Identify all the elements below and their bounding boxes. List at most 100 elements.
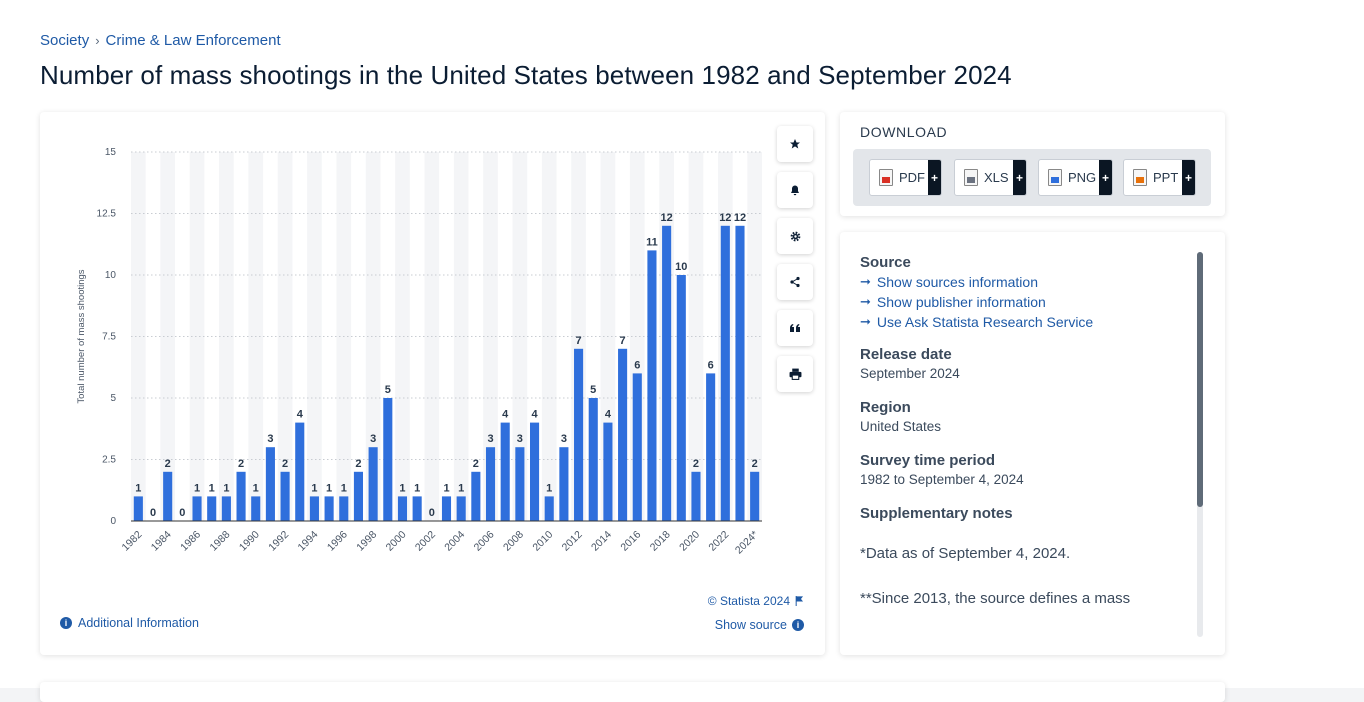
gear-icon[interactable]	[777, 218, 813, 254]
bar	[265, 447, 275, 521]
y-tick-label: 12.5	[97, 209, 117, 220]
bar	[500, 422, 510, 521]
flag-icon	[795, 596, 804, 606]
bar	[559, 447, 569, 521]
show-publisher-information-link[interactable]: ➞ Show publisher information	[860, 294, 1190, 310]
breadcrumb: Society › Crime & Law Enforcement	[40, 32, 281, 49]
show-sources-information-link[interactable]: ➞ Show sources information	[860, 274, 1190, 290]
ask-statista-link[interactable]: ➞ Use Ask Statista Research Service	[860, 314, 1190, 330]
bar	[295, 422, 305, 521]
bar	[207, 496, 217, 521]
region-heading: Region	[860, 399, 911, 416]
x-tick-label: 2024*	[733, 529, 761, 557]
bell-icon[interactable]	[777, 172, 813, 208]
additional-information-label: Additional Information	[78, 616, 199, 630]
breadcrumb-crime-law-enforcement[interactable]: Crime & Law Enforcement	[105, 32, 281, 49]
y-tick-label: 2.5	[102, 455, 116, 466]
data-label: 1	[399, 482, 405, 494]
data-label: 1	[311, 482, 317, 494]
y-tick-label: 15	[105, 147, 117, 158]
release-date-value: September 2024	[860, 366, 960, 381]
bar	[383, 398, 393, 521]
x-tick-label: 2004	[442, 529, 467, 554]
x-tick-label: 1988	[208, 529, 233, 554]
data-label: 2	[238, 458, 244, 470]
bar	[221, 496, 231, 521]
scrollbar[interactable]	[1197, 252, 1203, 637]
data-label: 1	[341, 482, 347, 494]
share-icon[interactable]	[777, 264, 813, 300]
download-pdf-label: PDF	[899, 170, 925, 185]
download-ppt-label: PPT	[1153, 170, 1179, 185]
bar	[720, 225, 730, 522]
statista-copyright[interactable]: © Statista 2024	[708, 594, 804, 608]
data-label: 11	[646, 236, 658, 248]
star-icon[interactable]	[777, 126, 813, 162]
download-ppt-button[interactable]: PPT +	[1123, 159, 1196, 196]
scrollbar-thumb[interactable]	[1197, 252, 1203, 507]
data-label: 1	[135, 482, 141, 494]
column-band	[277, 152, 293, 521]
data-label: 4	[502, 409, 509, 421]
data-label: 2	[282, 458, 288, 470]
bar	[632, 373, 642, 521]
chart-card: 0 2.5 5 7.5 10 12.5 15 Total number of mass sho…	[40, 112, 825, 655]
data-label: 3	[267, 433, 273, 445]
show-source-link[interactable]: Show source i	[715, 618, 804, 632]
bar	[471, 471, 481, 521]
show-source-label: Show source	[714, 618, 787, 632]
x-tick-label: 2022	[706, 529, 731, 554]
additional-information-link[interactable]: i Additional Information	[60, 616, 199, 630]
download-xls-button[interactable]: XLS +	[954, 159, 1027, 196]
survey-period-heading: Survey time period	[860, 452, 996, 469]
data-label: 1	[223, 482, 229, 494]
bar	[676, 275, 686, 521]
bar	[236, 471, 246, 521]
download-png-label: PNG	[1068, 170, 1097, 185]
bar	[691, 471, 701, 521]
x-tick-label: 2010	[530, 529, 555, 554]
data-label: 3	[561, 433, 567, 445]
column-band	[219, 152, 234, 521]
y-tick-label: 7.5	[102, 332, 116, 343]
print-icon[interactable]	[777, 356, 813, 392]
arrow-right-icon: ➞	[860, 294, 871, 309]
column-band	[395, 152, 410, 521]
x-tick-label: 2008	[501, 529, 526, 554]
x-tick-label: 2000	[384, 529, 409, 554]
x-tick-label: 1982	[119, 529, 144, 554]
data-label: 7	[576, 335, 582, 347]
bar	[397, 496, 408, 521]
data-label: 2	[473, 458, 479, 470]
data-label: 1	[443, 482, 449, 494]
x-tick-label: 1994	[296, 529, 321, 554]
bar	[192, 496, 202, 521]
data-label: 1	[414, 482, 420, 494]
column-band	[189, 152, 205, 521]
plus-icon: +	[1182, 160, 1195, 195]
bar	[662, 225, 672, 522]
download-card: DOWNLOAD PDF + XLS + PNG + PPT +	[840, 112, 1225, 216]
quote-icon[interactable]	[777, 310, 813, 346]
bar	[353, 471, 364, 521]
data-label: 2	[165, 458, 171, 470]
bar	[647, 250, 657, 521]
bar	[485, 447, 496, 521]
x-tick-label: 2014	[589, 529, 614, 554]
info-icon: i	[792, 619, 804, 631]
bar	[456, 496, 466, 521]
plus-icon: +	[928, 160, 941, 195]
x-tick-label: 1986	[178, 529, 203, 554]
breadcrumb-society[interactable]: Society	[40, 32, 90, 49]
bar	[251, 496, 261, 521]
bar	[706, 373, 716, 521]
download-pdf-button[interactable]: PDF +	[869, 159, 942, 196]
link-label: Show publisher information	[876, 294, 1046, 310]
bar	[412, 496, 422, 521]
x-tick-label: 1990	[237, 529, 262, 554]
bar	[574, 348, 584, 521]
y-tick-label: 5	[110, 393, 116, 404]
download-png-button[interactable]: PNG +	[1038, 159, 1113, 196]
link-label: Use Ask Statista Research Service	[876, 314, 1094, 330]
x-tick-label: 2006	[472, 529, 497, 554]
